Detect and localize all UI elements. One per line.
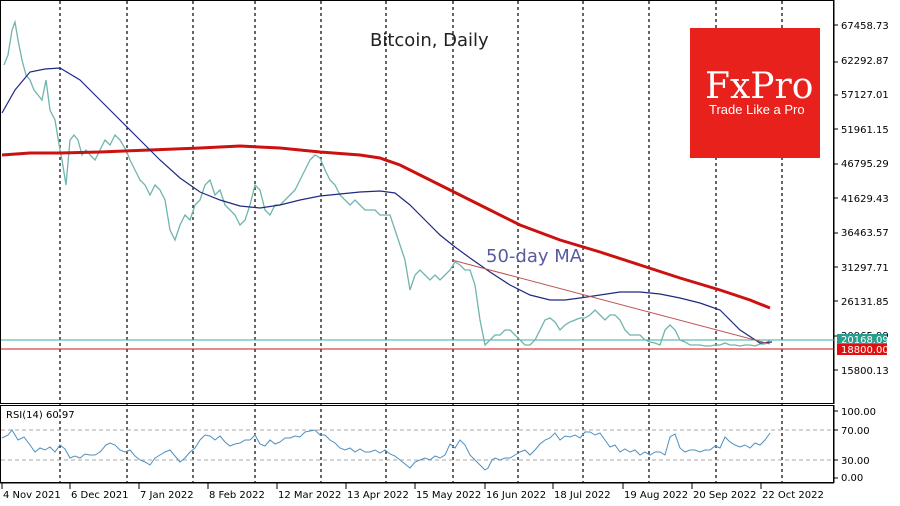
price-bars [3,19,771,347]
fxpro-logo: FxPro Trade Like a Pro [690,28,820,158]
price-tick: 15800.13 [841,366,889,377]
date-tick: 13 Apr 2022 [347,490,409,501]
price-tick: 62292.87 [841,56,889,67]
date-tick: 18 Jul 2022 [554,490,611,501]
date-tick: 8 Feb 2022 [209,490,265,501]
support-price-value: 18800.00 [841,345,889,356]
logo-brand: FxPro [705,66,813,107]
ma-50-label: 50-day MA [486,246,583,267]
date-tick: 19 Aug 2022 [624,490,688,501]
trendline [451,259,771,345]
rsi-pane [0,405,834,483]
price-tick: 67458.73 [841,21,889,32]
rsi-tick: 70.00 [841,426,870,437]
rsi-line [1,429,771,471]
rsi-levels [1,429,833,461]
date-tick: 6 Dec 2021 [71,490,129,501]
price-tick: 51961.15 [841,125,889,136]
date-tick: 7 Jan 2022 [140,490,194,501]
current-price-value: 20168.09 [841,335,889,346]
current-price-tag: 20168.09 [837,334,889,346]
price-tick: 36463.57 [841,228,889,239]
price-tick: 57127.01 [841,90,889,101]
date-tick: 12 Mar 2022 [278,490,341,501]
chart-title: Bitcoin, Daily [370,30,489,51]
logo-tagline: Trade Like a Pro [709,102,805,117]
date-tick: 4 Nov 2021 [3,490,61,501]
price-tick: 46795.29 [841,159,889,170]
support-price-tag: 18800.00 [837,344,889,356]
price-tick: 31297.71 [841,263,889,274]
rsi-label: RSI(14) 60.97 [6,410,75,421]
price-tick: 41629.43 [841,194,889,205]
date-axis: 4 Nov 2021 6 Dec 2021 7 Jan 2022 8 Feb 2… [0,482,834,501]
date-tick: 15 May 2022 [416,490,481,501]
ma-200-line [1,144,771,310]
date-tick: 22 Oct 2022 [762,490,824,501]
rsi-tick: 0.00 [841,473,863,484]
rsi-tick: 100.00 [841,407,876,418]
rsi-tick: 30.00 [841,456,870,467]
price-tick: 26131.85 [841,297,889,308]
date-tick: 20 Sep 2022 [693,490,756,501]
rsi-axis: 100.00 70.00 30.00 0.00 [833,405,876,484]
date-tick: 16 Jun 2022 [486,490,546,501]
ma-50-line [1,67,773,344]
